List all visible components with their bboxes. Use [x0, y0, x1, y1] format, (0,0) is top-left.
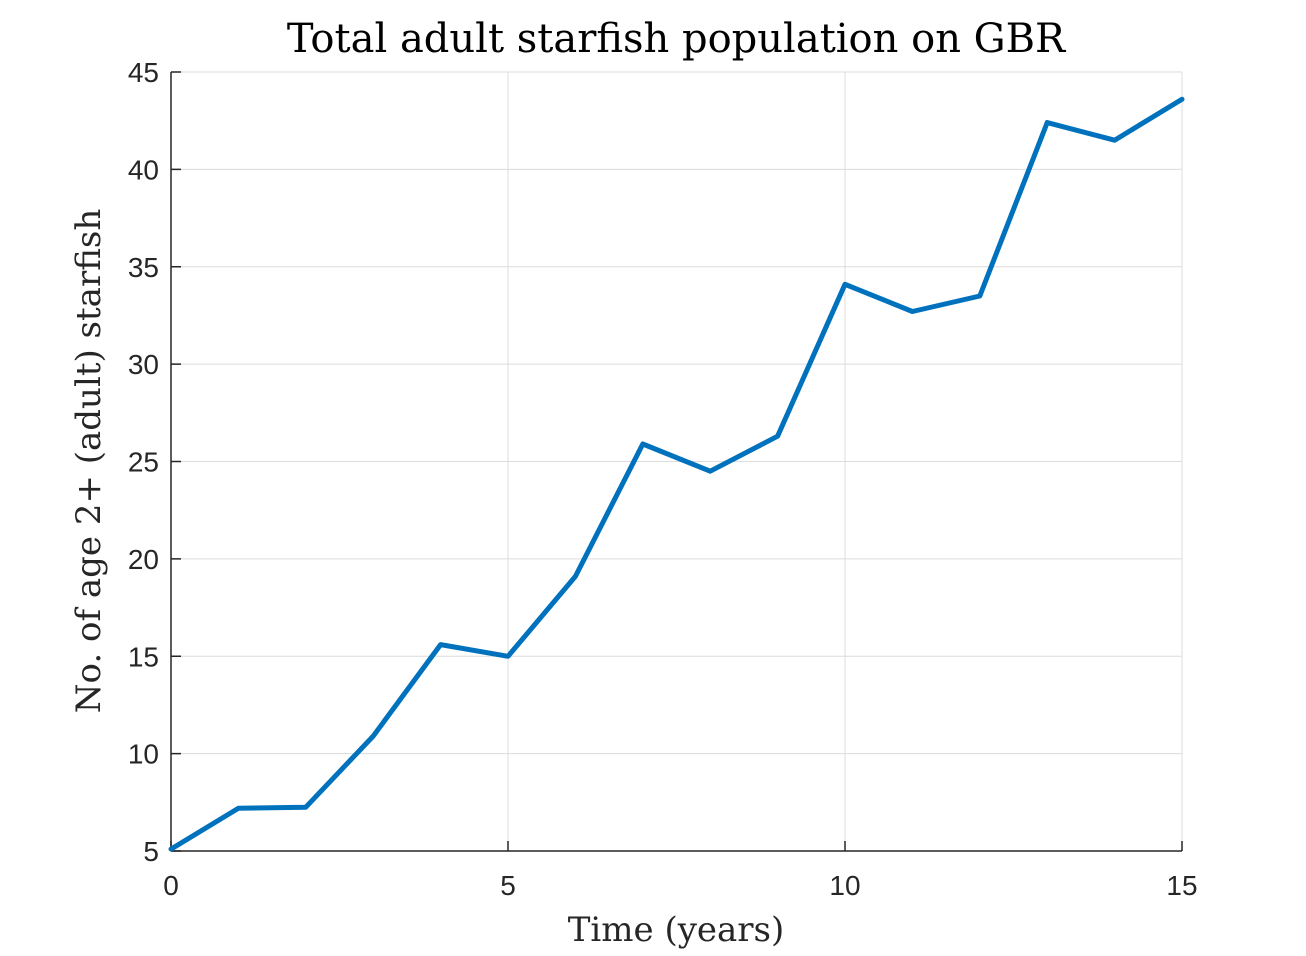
x-tick-label: 0 [163, 870, 179, 901]
x-axis-label: Time (years) [568, 910, 785, 950]
y-tick-label: 30 [128, 349, 159, 380]
y-tick-label: 35 [128, 252, 159, 283]
y-tick-label: 5 [143, 836, 159, 867]
chart-title: Total adult starfish population on GBR [287, 16, 1067, 62]
x-tick-label: 10 [829, 870, 860, 901]
y-tick-label: 15 [128, 641, 159, 672]
y-axis-label: No. of age 2+ (adult) starfish [69, 209, 109, 713]
x-tick-label: 15 [1166, 870, 1197, 901]
series-line [168, 96, 1185, 852]
y-tick-label: 45 [128, 57, 159, 88]
data-series [168, 96, 1185, 852]
axes [170, 71, 1183, 852]
x-tick-label: 5 [500, 870, 516, 901]
grid-lines [170, 71, 1183, 852]
y-tick-label: 40 [128, 154, 159, 185]
y-tick-label: 20 [128, 544, 159, 575]
y-tick-label: 10 [128, 739, 159, 770]
y-tick-label: 25 [128, 447, 159, 478]
